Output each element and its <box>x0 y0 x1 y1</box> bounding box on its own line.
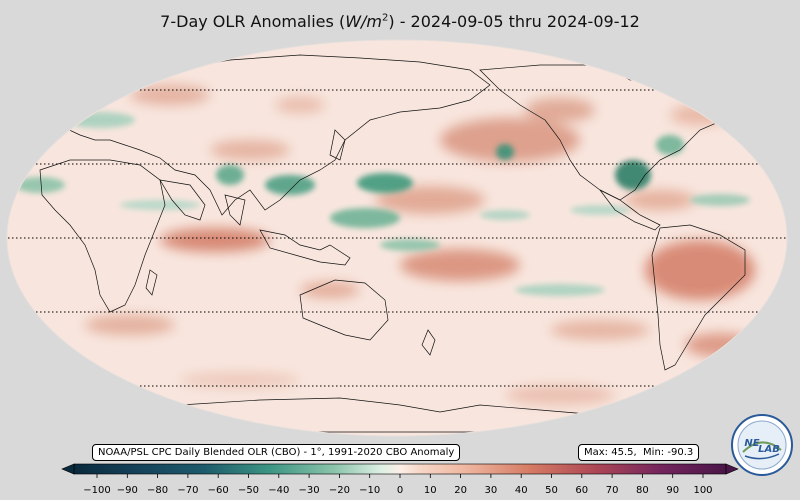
colorbar-tick-label: 100 <box>693 485 712 496</box>
colorbar: −100 −90 −80 −70 −60 −50 −40 −30 −20 −10 0 10 20 30 40… <box>61 463 739 496</box>
colorbar-tick-label: −20 <box>329 485 350 496</box>
logo-text-left: NE <box>744 438 759 449</box>
colorbar-tick-label: 80 <box>636 485 649 496</box>
colorbar-tick-label: −90 <box>117 485 138 496</box>
colorbar-tick-label: 60 <box>575 485 588 496</box>
colorbar-tick-label: 0 <box>397 485 403 496</box>
colorbar-tick-label: −100 <box>83 485 110 496</box>
logo-text-right: LAB <box>758 444 780 455</box>
colorbar-tick-label: −60 <box>208 485 229 496</box>
colorbar-tick-label: 70 <box>606 485 619 496</box>
colorbar-tick-label: 10 <box>424 485 437 496</box>
anomaly-field <box>7 40 787 436</box>
colorbar-tick-label: −80 <box>147 485 168 496</box>
data-source-label: NOAA/PSL CPC Daily Blended OLR (CBO) - 1… <box>92 444 461 461</box>
noaa-psl-logo: NE LAB <box>731 414 793 476</box>
colorbar-tick-label: 50 <box>545 485 558 496</box>
colorbar-tick-label: −50 <box>238 485 259 496</box>
max-min-label: Max: 45.5, Min: -90.3 <box>578 444 700 461</box>
colorbar-tick-label: 40 <box>515 485 528 496</box>
colorbar-tick-label: 20 <box>454 485 467 496</box>
colorbar-tick-label: −40 <box>268 485 289 496</box>
page-title: 7-Day OLR Anomalies (W/m2) - 2024-09-05 … <box>160 12 640 31</box>
colorbar-tick-label: 30 <box>485 485 498 496</box>
colorbar-tick-label: −70 <box>177 485 198 496</box>
colorbar-tick-label: 90 <box>666 485 679 496</box>
colorbar-tick-label: −10 <box>359 485 380 496</box>
colorbar-tick-label: −30 <box>299 485 320 496</box>
